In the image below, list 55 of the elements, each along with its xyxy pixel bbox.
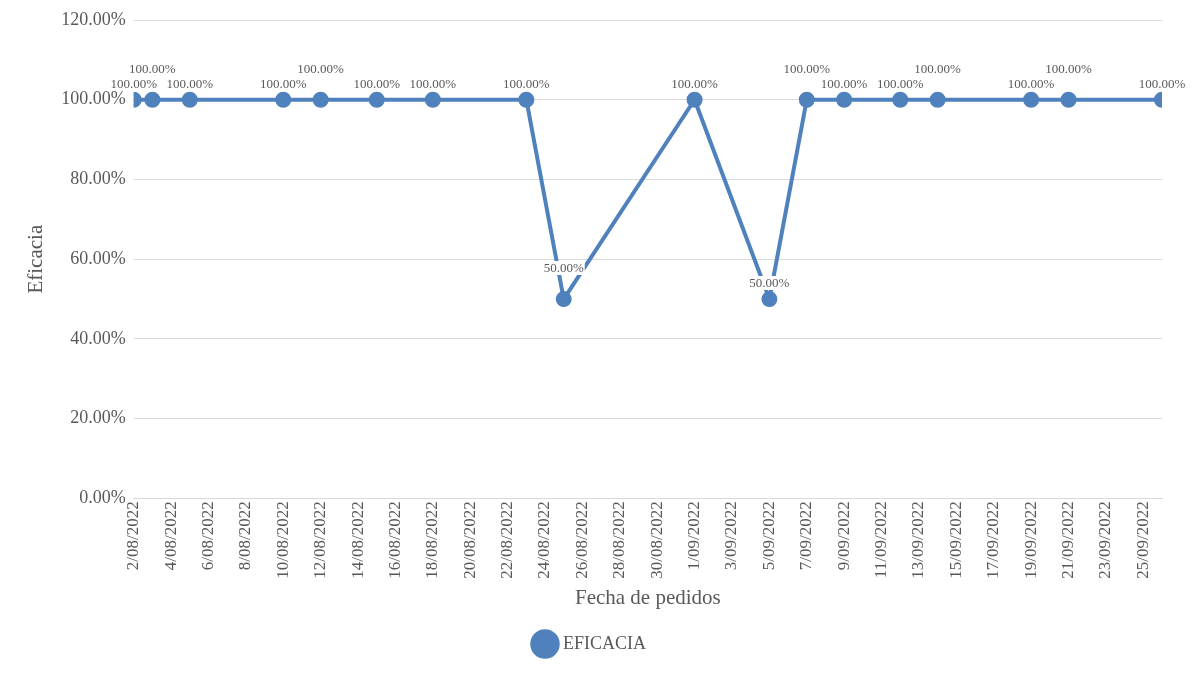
x-tick-label: 21/09/2022 [1057, 501, 1077, 579]
data-label: 100.00% [166, 75, 214, 91]
data-label: 100.00% [259, 75, 307, 91]
x-tick-label: 22/08/2022 [497, 501, 517, 579]
x-tick-label: 7/09/2022 [796, 501, 816, 571]
x-tick-label: 30/08/2022 [646, 501, 666, 579]
x-tick-label: 11/09/2022 [871, 501, 891, 579]
x-axis-title: Fecha de pedidos [574, 584, 721, 609]
data-label: 100.00% [297, 60, 345, 76]
data-label: 100.00% [409, 75, 457, 91]
x-tick-label: 26/08/2022 [571, 501, 591, 579]
x-tick-label: 18/08/2022 [422, 501, 442, 579]
y-tick-label: 60.00% [70, 247, 126, 268]
x-tick-label: 17/09/2022 [983, 501, 1003, 579]
data-label: 100.00% [503, 75, 550, 91]
x-tick-label: 1/09/2022 [684, 501, 704, 571]
data-label: 100.00% [783, 60, 831, 76]
data-label: 100.00% [820, 75, 868, 91]
legend-label: EFICACIA [563, 632, 647, 653]
x-tick-label: 28/08/2022 [609, 501, 629, 579]
x-tick-label: 5/09/2022 [758, 501, 778, 571]
data-label: 100.00% [1138, 75, 1186, 91]
x-tick-label: 23/09/2022 [1095, 501, 1115, 579]
y-tick-label: 40.00% [70, 327, 126, 348]
y-tick-label: 120.00% [61, 8, 126, 29]
x-tick-label: 16/08/2022 [384, 501, 404, 579]
data-label: 100.00% [353, 75, 401, 91]
y-tick-label: 0.00% [79, 487, 126, 508]
x-tick-label: 6/08/2022 [197, 501, 217, 571]
data-label: 100.00% [129, 60, 176, 76]
x-tick-label: 13/09/2022 [908, 501, 928, 579]
x-tick-label: 10/08/2022 [272, 501, 292, 579]
y-axis-title: Eficacia [23, 224, 48, 294]
data-label: 100.00% [110, 75, 158, 91]
data-label: 100.00% [876, 75, 924, 91]
x-tick-label: 3/09/2022 [721, 501, 741, 571]
data-label: 50.00% [749, 274, 790, 290]
x-tick-label: 24/08/2022 [534, 501, 554, 579]
x-tick-label: 9/09/2022 [833, 501, 853, 571]
x-tick-label: 25/09/2022 [1132, 501, 1152, 579]
data-label: 100.00% [914, 60, 962, 76]
x-tick-label: 20/08/2022 [459, 501, 479, 579]
y-tick-label: 20.00% [70, 407, 126, 428]
x-tick-label: 14/08/2022 [347, 501, 367, 579]
x-tick-label: 19/09/2022 [1020, 501, 1040, 579]
x-tick-label: 12/08/2022 [310, 501, 330, 579]
data-label: 100.00% [1045, 60, 1092, 76]
y-tick-label: 80.00% [70, 168, 126, 189]
data-label: 100.00% [1007, 75, 1055, 91]
x-tick-label: 8/08/2022 [235, 501, 255, 571]
data-label: 100.00% [671, 75, 719, 91]
x-tick-label: 15/09/2022 [945, 501, 965, 579]
data-label: 50.00% [543, 259, 584, 275]
y-tick-label: 100.00% [61, 88, 126, 109]
x-tick-label: 4/08/2022 [160, 501, 180, 571]
